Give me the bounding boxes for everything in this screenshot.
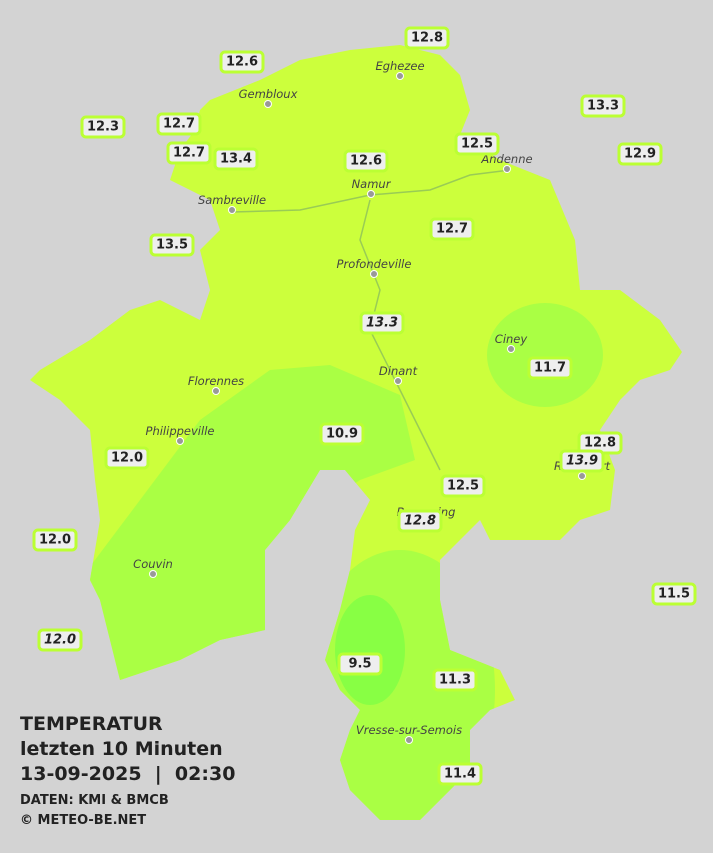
reading-value: 12.0 [111, 451, 143, 466]
reading-value: 11.4 [444, 767, 476, 782]
town-label: Dinant [379, 364, 418, 378]
town-dot [149, 570, 157, 578]
reading-value: 13.4 [220, 152, 252, 167]
reading-value: 12.5 [461, 137, 493, 152]
reading-box [617, 142, 663, 166]
town-dot [370, 270, 378, 278]
town-label: Vresse-sur-Semois [356, 723, 462, 737]
reading-box [219, 50, 265, 74]
reading-value: 9.5 [348, 657, 371, 672]
town-label: Philippeville [146, 424, 215, 438]
source: DATEN: KMI & BMCB [20, 793, 169, 808]
reading-box [559, 449, 605, 473]
reading-value: 11.5 [658, 587, 690, 602]
town-dot [394, 377, 402, 385]
reading-value: 12.6 [226, 55, 258, 70]
reading-value: 13.9 [566, 454, 598, 469]
town-label: Couvin [133, 557, 173, 571]
reading-value: 12.0 [44, 633, 76, 648]
reading-value: 12.6 [350, 154, 382, 169]
reading-box [80, 115, 126, 139]
reading-box [404, 26, 450, 50]
reading-value: 12.5 [447, 479, 479, 494]
reading-box [454, 132, 500, 156]
reading-box [437, 762, 483, 786]
town-label: Ciney [495, 332, 528, 346]
town-dot [503, 165, 511, 173]
reading-value: 13.5 [156, 238, 188, 253]
copyright: © METEO-BE.NET [20, 813, 146, 828]
reading-box [149, 233, 195, 257]
reading-value: 13.3 [587, 99, 619, 114]
reading-box [319, 422, 365, 446]
reading-value: 12.9 [624, 147, 656, 162]
reading-value: 11.3 [439, 673, 471, 688]
town-label: Eghezee [375, 59, 424, 73]
reading-box [359, 311, 405, 335]
reading-value: 12.8 [584, 436, 616, 451]
town-dot [264, 100, 272, 108]
town-dot [367, 190, 375, 198]
reading-box [37, 628, 83, 652]
reading-value: 13.3 [366, 316, 398, 331]
reading-box [343, 149, 389, 173]
title: TEMPERATUR [20, 713, 163, 735]
town-label: Florennes [188, 374, 244, 388]
reading-box [440, 474, 486, 498]
reading-value: 12.7 [436, 222, 468, 237]
town-dot [507, 345, 515, 353]
town-label: Profondeville [337, 257, 412, 271]
reading-value: 12.3 [87, 120, 119, 135]
town-dot [405, 736, 413, 744]
town-label: Sambreville [198, 193, 266, 207]
reading-value: 12.0 [39, 533, 71, 548]
subtitle: letzten 10 Minuten [20, 738, 223, 760]
reading-box [527, 356, 573, 380]
reading-value: 12.8 [404, 514, 436, 529]
town-dot [176, 437, 184, 445]
reading-value: 11.7 [534, 361, 566, 376]
town-dot [212, 387, 220, 395]
reading-box [651, 582, 697, 606]
reading-value: 12.7 [163, 117, 195, 132]
datetime: 13-09-2025 | 02:30 [20, 763, 235, 785]
town-dot [228, 206, 236, 214]
reading-value: 12.8 [411, 31, 443, 46]
reading-box [432, 668, 478, 692]
town-dot [578, 472, 586, 480]
reading-box [337, 652, 383, 676]
reading-box [213, 147, 259, 171]
reading-box [32, 528, 78, 552]
reading-value: 10.9 [326, 427, 358, 442]
reading-box [397, 509, 443, 533]
reading-box [166, 141, 212, 165]
reading-box [580, 94, 626, 118]
town-label: Namur [352, 177, 392, 191]
town-label: Gembloux [239, 87, 298, 101]
reading-box [104, 446, 150, 470]
reading-value: 12.7 [173, 146, 205, 161]
town-dot [396, 72, 404, 80]
reading-box [429, 217, 475, 241]
reading-box [156, 112, 202, 136]
